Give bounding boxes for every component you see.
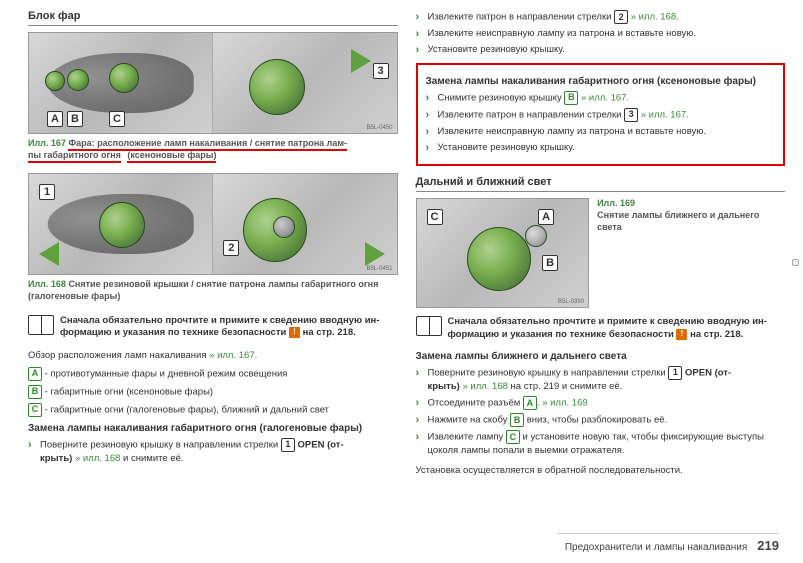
overview-line: Обзор расположения ламп накаливания » ил… xyxy=(28,349,398,362)
figure-code: B5L-0450 xyxy=(366,125,392,131)
figure-168: 1 2 B5L-0451 xyxy=(28,173,398,275)
steps-xenon: Снимите резиновую крышку B » илл. 167. И… xyxy=(426,91,776,155)
footer-label: Предохранители и лампы накаливания xyxy=(565,542,747,553)
legend-a: A - противотуманные фары и дневной режим… xyxy=(28,367,398,381)
figure-169: C A B B5L-0390 xyxy=(416,198,590,308)
left-column: Блок фар A B C 3 B5L-0450 xyxy=(28,10,398,476)
tail-steps: Извлеките патрон в направлении стрелки 2… xyxy=(416,10,786,57)
steps-low-high: Поверните резиновую крышку в направлении… xyxy=(416,366,786,458)
closing-note: Установка осуществляется в обратной посл… xyxy=(416,465,786,476)
subheading-xenon: Замена лампы накаливания габаритного огн… xyxy=(426,76,776,87)
figure-167: A B C 3 B5L-0450 xyxy=(28,32,398,134)
figure-169-row: C A B B5L-0390 Илл. 169 Снятие лампы бли… xyxy=(416,198,786,308)
figure-code: B5L-0390 xyxy=(558,299,584,305)
page-edge-tick xyxy=(792,259,799,266)
safety-note: Сначала обязательно прочтите и примите к… xyxy=(416,316,786,341)
steps-halogen: Поверните резиновую крышку в направлении… xyxy=(28,438,398,465)
book-icon xyxy=(416,316,442,336)
caption-167: Илл. 167 Фара: расположение ламп накалив… xyxy=(28,138,398,161)
legend-c: C - габаритные огни (галогеновые фары), … xyxy=(28,403,398,417)
red-highlight-frame: Замена лампы накаливания габаритного огн… xyxy=(416,63,786,167)
safety-note: Сначала обязательно прочтите и примите к… xyxy=(28,315,398,340)
caption-169: Илл. 169 Снятие лампы ближнего и дальнег… xyxy=(597,198,785,308)
page-footer: Предохранители и лампы накаливания 219 xyxy=(557,533,779,553)
section-title-block-far: Блок фар xyxy=(28,10,398,26)
book-icon xyxy=(28,315,54,335)
figure-code: B5L-0451 xyxy=(366,266,392,272)
right-column: Извлеките патрон в направлении стрелки 2… xyxy=(416,10,786,476)
page-number: 219 xyxy=(757,538,779,553)
legend-b: B - габаритные огни (ксеноновые фары) xyxy=(28,385,398,399)
section-title-high-low: Дальний и ближний свет xyxy=(416,176,786,192)
subheading-replace-low-high: Замена лампы ближнего и дальнего света xyxy=(416,351,786,362)
subheading-halogen: Замена лампы накаливания габаритного огн… xyxy=(28,423,398,434)
warning-icon: ! xyxy=(676,329,687,340)
warning-icon: ! xyxy=(289,327,300,338)
caption-168: Илл. 168 Снятие резиновой крышки / сняти… xyxy=(28,279,398,302)
